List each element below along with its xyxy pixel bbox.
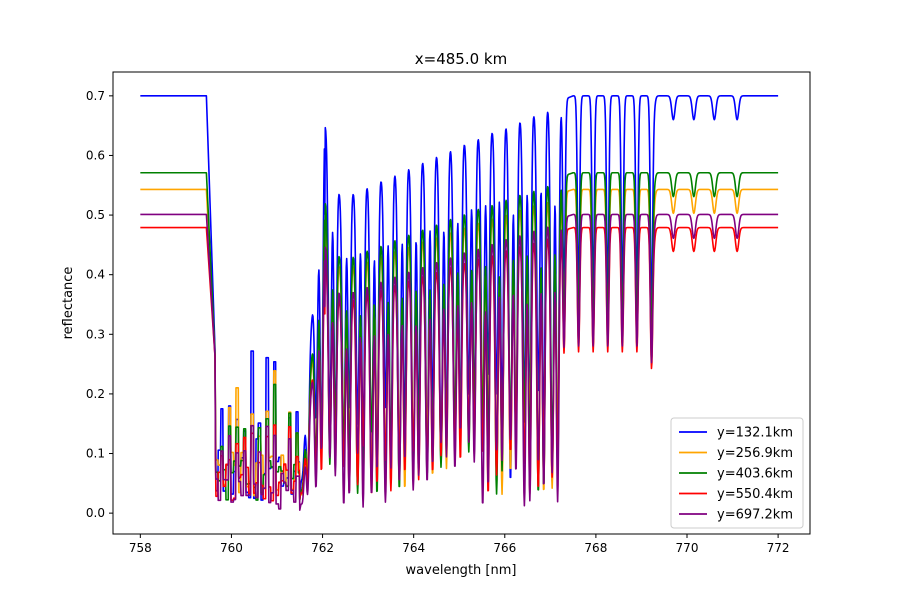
y-tick-label: 0.6 <box>86 148 105 162</box>
series-layer <box>139 95 779 511</box>
x-tick-label: 762 <box>311 541 334 555</box>
x-tick-label: 770 <box>676 541 699 555</box>
plot-frame <box>112 71 811 535</box>
y-tick-label: 0.7 <box>86 89 105 103</box>
x-axis: 758 760 762 764 766 768 770 772 <box>129 534 790 555</box>
y-tick-label: 0.4 <box>86 268 105 282</box>
series-line-5 <box>139 213 779 511</box>
x-tick-label: 764 <box>402 541 425 555</box>
y-tick-label: 0.3 <box>86 327 105 341</box>
y-tick-label: 0.2 <box>86 387 105 401</box>
legend-label: y=256.9km <box>717 446 793 461</box>
legend-label: y=132.1km <box>717 426 793 441</box>
x-tick-label: 766 <box>493 541 516 555</box>
y-tick-label: 0.5 <box>86 208 105 222</box>
chart-title: x=485.0 km <box>415 50 507 68</box>
y-axis-label: reflectance <box>61 267 76 340</box>
x-tick-label: 768 <box>584 541 607 555</box>
y-tick-label: 0.0 <box>86 506 105 520</box>
legend-label: y=697.2km <box>717 508 793 523</box>
legend-box <box>670 417 804 529</box>
x-tick-label: 772 <box>767 541 790 555</box>
x-tick-label: 758 <box>129 541 152 555</box>
x-tick-label: 760 <box>220 541 243 555</box>
legend: y=132.1km y=256.9km y=403.6km y=550.4km y=69… <box>670 417 804 529</box>
x-axis-label: wavelength [nm] <box>406 563 517 578</box>
legend-label: y=550.4km <box>717 487 793 502</box>
y-tick-label: 0.1 <box>86 447 105 461</box>
legend-label: y=403.6km <box>717 467 793 482</box>
y-axis: 0.0 0.1 0.2 0.3 0.4 0.5 0.6 0.7 <box>86 89 113 520</box>
